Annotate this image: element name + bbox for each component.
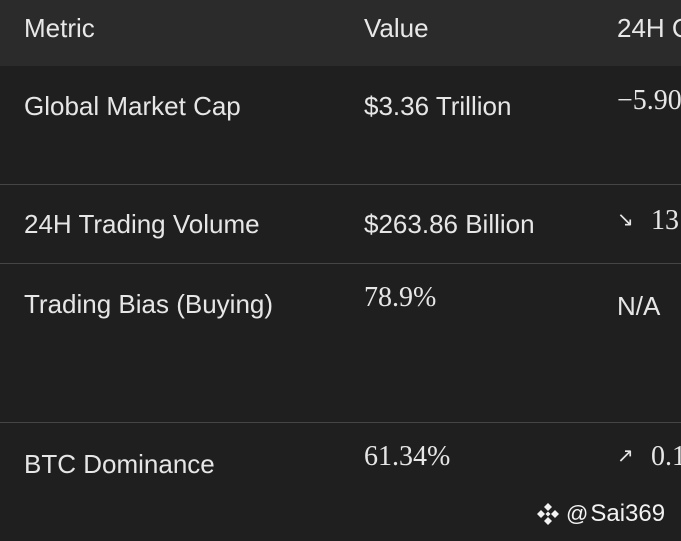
- metric-label: Global Market Cap: [24, 91, 241, 121]
- at-symbol: @: [566, 501, 589, 526]
- table-row: 24H Trading Volume $263.86 Billion ↘ 13: [0, 185, 681, 264]
- metric-label: 24H Trading Volume: [24, 209, 260, 239]
- metric-value: 78.9%: [364, 282, 437, 313]
- table-row: Trading Bias (Buying) 78.9% N/A: [0, 264, 681, 423]
- binance-logo-icon: [537, 503, 559, 525]
- table-row: Global Market Cap $3.36 Trillion −5.90: [0, 66, 681, 185]
- table-header-row: Metric Value 24H C: [0, 0, 681, 66]
- header-value[interactable]: Value: [364, 13, 429, 43]
- trend-up-icon: ↗: [617, 443, 634, 467]
- header-metric[interactable]: Metric: [24, 13, 95, 43]
- trend-down-icon: ↘: [617, 207, 634, 231]
- metric-change: ↗ 0.1: [617, 443, 681, 471]
- watermark-handle[interactable]: Sai369: [590, 500, 666, 527]
- metric-value: $3.36 Trillion: [364, 91, 512, 121]
- metric-label: BTC Dominance: [24, 449, 215, 479]
- change-text: 13: [651, 205, 679, 236]
- metric-change: ↘ 13: [617, 207, 679, 235]
- change-text: N/A: [617, 291, 661, 321]
- metric-change: −5.90: [617, 87, 681, 115]
- header-24h-change[interactable]: 24H C: [617, 13, 681, 43]
- change-text: 0.1: [651, 441, 681, 472]
- change-text: −5.90: [617, 85, 681, 116]
- metric-label: Trading Bias (Buying): [24, 289, 274, 319]
- metric-value: $263.86 Billion: [364, 209, 535, 239]
- metric-change: N/A: [617, 293, 660, 319]
- watermark: @ Sai369: [534, 500, 665, 528]
- table-row: BTC Dominance 61.34% ↗ 0.1: [0, 423, 681, 541]
- metric-value: 61.34%: [364, 441, 451, 472]
